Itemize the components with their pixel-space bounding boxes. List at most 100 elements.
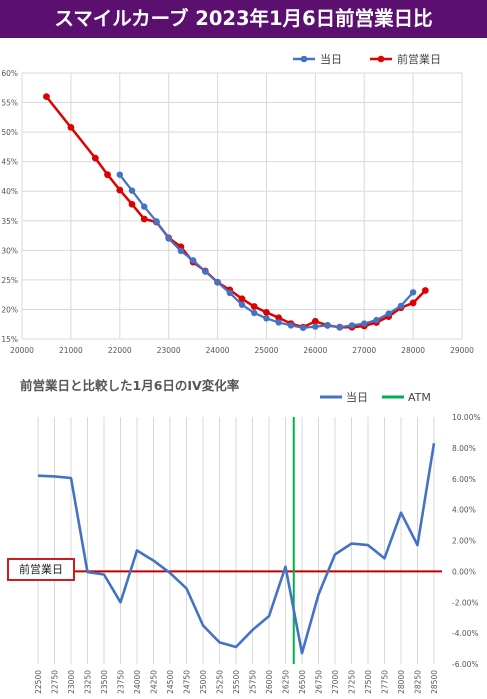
- x-tick-label: 28250: [414, 670, 423, 694]
- data-point: [67, 123, 75, 131]
- data-point: [238, 301, 246, 308]
- data-point: [348, 322, 356, 329]
- x-tick-label: 22750: [51, 670, 60, 694]
- data-point: [263, 309, 270, 316]
- data-point: [251, 309, 258, 317]
- iv-change-chart: 前営業日と比較した1月6日のIV変化率 -6.00% -4.00% -2.00% 0.…: [20, 378, 481, 694]
- y-tick-label: 55%: [1, 99, 18, 108]
- data-point: [104, 171, 111, 179]
- x-tick-label: 26250: [282, 670, 291, 694]
- chart-title: 前営業日と比較した1月6日のIV変化率: [20, 378, 240, 393]
- series: [43, 93, 429, 331]
- x-tick-label: 24000: [133, 670, 142, 694]
- data-point: [373, 316, 380, 324]
- series: [37, 442, 436, 655]
- x-tick-label: 24000: [206, 346, 230, 355]
- x-tick-label: 25000: [255, 346, 279, 355]
- data-point: [275, 314, 283, 322]
- x-tick-label: 26750: [315, 670, 324, 694]
- x-tick-label: 23000: [157, 346, 181, 355]
- y-tick-label: 10.00%: [452, 413, 481, 422]
- data-point: [141, 203, 148, 210]
- x-tick-label: 24500: [166, 670, 175, 694]
- legend-marker: [300, 55, 308, 63]
- data-point: [189, 257, 197, 264]
- x-tick-label: 22500: [34, 670, 43, 694]
- data-point: [238, 295, 246, 303]
- x-tick-label: 25500: [232, 670, 241, 694]
- x-tick-label: 23250: [84, 670, 93, 694]
- data-point: [361, 320, 368, 327]
- legend-marker: [377, 55, 385, 63]
- data-point: [153, 218, 160, 225]
- y-tick-label: 15%: [1, 335, 18, 344]
- y-tick-label: 8.00%: [452, 444, 476, 453]
- data-point: [128, 200, 136, 208]
- reference-label: 前営業日: [19, 563, 63, 576]
- y-tick-label: 2.00%: [452, 537, 476, 546]
- x-tick-label: 27500: [364, 670, 373, 694]
- x-axis: 20000 21000 22000 23000 24000 25000 26000 27000…: [10, 346, 474, 355]
- legend-label: ATM: [408, 391, 431, 404]
- y-tick-label: 50%: [1, 128, 18, 137]
- data-point: [336, 323, 343, 331]
- banner-title: スマイルカーブ 2023年1月6日前営業日比: [54, 7, 433, 30]
- data-point: [202, 268, 209, 275]
- data-point: [324, 322, 331, 329]
- y-axis: 15% 20% 25% 30% 35% 40% 45% 50% 55% 60%: [1, 69, 18, 344]
- data-point: [116, 186, 124, 194]
- x-tick-label: 23000: [67, 670, 76, 694]
- data-point: [116, 171, 123, 178]
- data-point: [299, 324, 307, 331]
- x-tick-label: 27000: [331, 670, 340, 694]
- reference-lines: [75, 417, 442, 664]
- legend-label: 当日: [320, 52, 342, 66]
- data-point: [421, 287, 429, 294]
- x-tick-label: 24750: [183, 670, 192, 694]
- y-tick-label: 6.00%: [452, 475, 476, 484]
- data-point: [409, 289, 417, 296]
- x-tick-label: 27000: [352, 346, 376, 355]
- x-tick-label: 25250: [216, 670, 225, 694]
- y-tick-label: 60%: [1, 69, 18, 78]
- y-tick-label: -4.00%: [452, 629, 479, 638]
- x-tick-label: 28500: [430, 670, 439, 694]
- data-point: [43, 93, 50, 101]
- data-point: [140, 215, 148, 223]
- grid: [21, 72, 463, 340]
- data-point: [385, 310, 392, 317]
- data-point: [226, 289, 233, 297]
- data-point: [275, 319, 282, 326]
- y-tick-label: -6.00%: [452, 660, 479, 669]
- y-tick-label: -2.00%: [452, 598, 479, 607]
- grid: [37, 417, 435, 664]
- data-point: [287, 322, 295, 329]
- x-tick-label: 27750: [381, 670, 390, 694]
- x-tick-label: 26000: [303, 346, 327, 355]
- legend-label: 当日: [346, 390, 368, 404]
- legend: 当日 前営業日: [293, 52, 441, 66]
- x-tick-label: 20000: [10, 346, 34, 355]
- y-tick-label: 30%: [1, 246, 18, 255]
- x-tick-label: 24250: [150, 670, 159, 694]
- x-tick-label: 27250: [348, 670, 357, 694]
- x-tick-label: 23750: [117, 670, 126, 694]
- data-point: [91, 154, 99, 162]
- data-point: [250, 303, 258, 310]
- y-tick-label: 35%: [1, 217, 18, 226]
- x-tick-label: 29000: [450, 346, 474, 355]
- x-tick-label: 25750: [249, 670, 258, 694]
- y-tick-label: 0.00%: [452, 567, 476, 576]
- data-point: [128, 187, 136, 194]
- legend: 当日 ATM: [320, 390, 431, 404]
- data-point: [214, 279, 221, 286]
- series-line: [45, 95, 427, 329]
- x-tick-label: 23500: [100, 670, 109, 694]
- series-line: [37, 442, 436, 655]
- data-point: [312, 323, 319, 330]
- data-point: [177, 247, 185, 255]
- y-tick-label: 25%: [1, 276, 18, 285]
- x-tick-label: 21000: [59, 346, 83, 355]
- y-tick-label: 45%: [1, 158, 18, 167]
- y-axis: -6.00% -4.00% -2.00% 0.00% 2.00% 4.00% 6.00% 8.…: [452, 413, 481, 669]
